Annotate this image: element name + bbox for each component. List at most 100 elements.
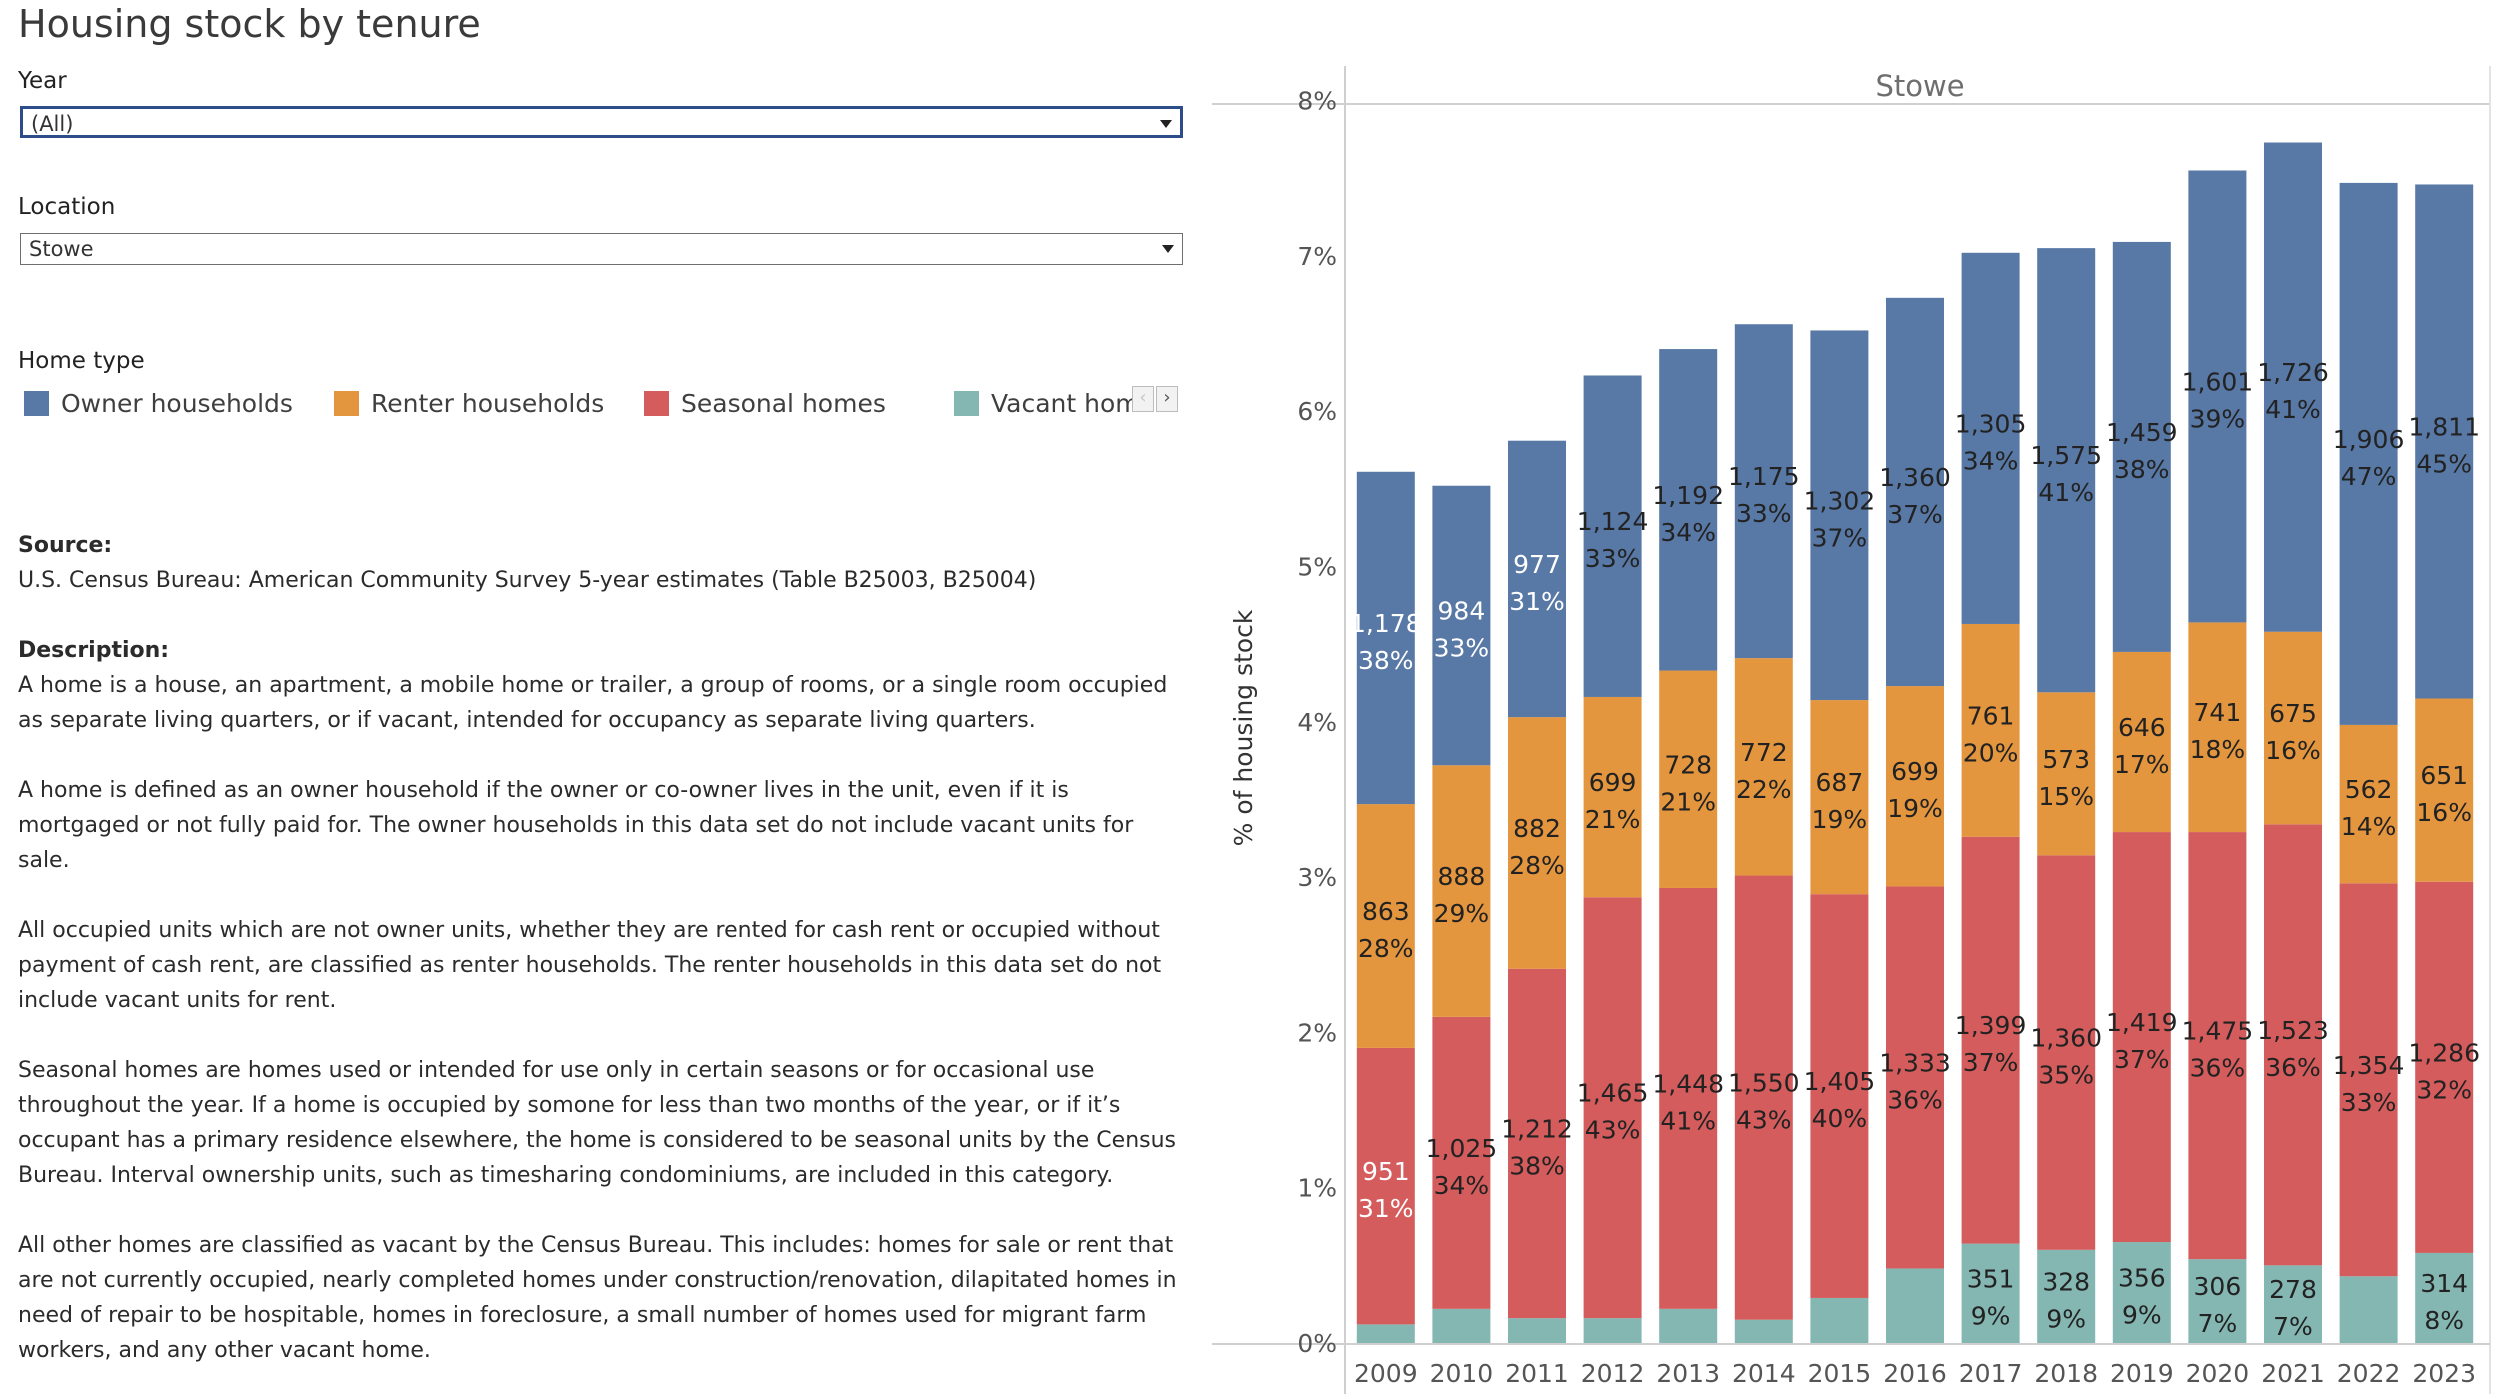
data-label-percent: 7%: [2198, 1309, 2238, 1338]
data-label-percent: 22%: [1736, 775, 1792, 804]
bar-segment: [1961, 1243, 2020, 1343]
legend-clip: Vacant homes: [950, 380, 1132, 424]
data-label-percent: 7%: [2273, 1312, 2313, 1341]
bar-segment: [2037, 855, 2096, 1250]
data-label-count: 573: [2042, 745, 2090, 774]
bar-segment: [1886, 297, 1944, 687]
year-select-value: (All): [31, 112, 74, 136]
bar-segment: [2112, 651, 2171, 833]
data-label-count: 1,448: [1652, 1069, 1724, 1098]
bar-segment: [1356, 471, 1415, 805]
data-label-percent: 34%: [1434, 1171, 1490, 1200]
legend-item-renter[interactable]: Renter households: [334, 388, 604, 418]
bar-segment: [1810, 330, 1869, 701]
x-tick-label: 2022: [2337, 1359, 2401, 1388]
data-label-percent: 38%: [2114, 455, 2170, 484]
info-panel: Source: U.S. Census Bureau: American Com…: [18, 528, 1188, 1368]
bar-segment: [2264, 631, 2322, 825]
data-label-count: 1,575: [2030, 441, 2102, 470]
y-tick-label: 7%: [1297, 242, 1337, 271]
bar-segment: [2339, 182, 2398, 725]
data-label-percent: 8%: [2424, 1306, 2464, 1335]
data-label-percent: 33%: [1585, 544, 1641, 573]
data-label-count: 1,025: [1426, 1134, 1498, 1163]
legend-swatch-owner: [24, 390, 49, 416]
data-label-count: 1,124: [1577, 507, 1649, 536]
description-paragraph: Seasonal homes are homes used or intende…: [18, 1058, 1177, 1188]
bar-segment: [1356, 1324, 1415, 1343]
bar-segment: [2037, 692, 2096, 856]
bar-segment: [1583, 897, 1642, 1319]
data-label-count: 1,811: [2408, 412, 2480, 441]
data-label-percent: 18%: [2190, 735, 2246, 764]
data-label-count: 699: [1891, 757, 1939, 786]
legend-item-seasonal[interactable]: Seasonal homes: [644, 388, 886, 418]
x-tick-label: 2010: [1430, 1359, 1494, 1388]
data-label-percent: 38%: [1509, 1151, 1565, 1180]
bar-segment: [2339, 1276, 2398, 1343]
data-label-count: 1,360: [2030, 1024, 2102, 1053]
data-label-count: 1,405: [1804, 1067, 1876, 1096]
description-paragraph: A home is a house, an apartment, a mobil…: [18, 673, 1168, 733]
data-label-percent: 16%: [2265, 736, 2321, 765]
data-label-count: 1,523: [2257, 1016, 2329, 1045]
source-text: U.S. Census Bureau: American Community S…: [18, 568, 1037, 593]
data-label-percent: 36%: [2265, 1053, 2321, 1082]
location-select[interactable]: Stowe: [20, 233, 1183, 265]
data-label-count: 356: [2118, 1264, 2166, 1293]
data-label-count: 306: [2194, 1272, 2242, 1301]
data-label-count: 699: [1589, 768, 1637, 797]
source-heading: Source:: [18, 533, 113, 558]
data-label-percent: 41%: [2265, 395, 2321, 424]
data-label-percent: 33%: [1736, 499, 1792, 528]
bar-segment: [1659, 1308, 1718, 1343]
data-label-count: 1,354: [2333, 1051, 2405, 1080]
bar-segment: [2188, 1259, 2247, 1343]
data-label-percent: 43%: [1736, 1106, 1792, 1135]
data-label-percent: 43%: [1585, 1116, 1641, 1145]
data-label-count: 1,419: [2106, 1008, 2178, 1037]
bar-segment: [1583, 1318, 1642, 1343]
legend-item-vacant[interactable]: Vacant homes: [954, 388, 1132, 418]
bar-segment: [1734, 1319, 1793, 1343]
data-label-count: 1,601: [2182, 367, 2254, 396]
data-label-percent: 37%: [1812, 523, 1868, 552]
data-label-count: 1,333: [1879, 1048, 1951, 1077]
data-label-percent: 31%: [1358, 1194, 1414, 1223]
year-select[interactable]: (All): [20, 106, 1183, 138]
bar-segment: [1508, 440, 1566, 718]
data-label-percent: 41%: [1660, 1106, 1716, 1135]
data-label-count: 1,475: [2182, 1017, 2254, 1046]
data-label-percent: 33%: [2341, 1088, 2397, 1117]
legend-item-owner[interactable]: Owner households: [24, 388, 293, 418]
data-label-count: 1,459: [2106, 418, 2178, 447]
legend-prev-button[interactable]: ‹: [1132, 386, 1154, 412]
data-label-percent: 14%: [2341, 812, 2397, 841]
bar-segment: [1961, 836, 2020, 1244]
data-label-percent: 31%: [1509, 587, 1565, 616]
data-label-count: 1,286: [2408, 1038, 2480, 1067]
legend-swatch-seasonal: [644, 390, 669, 416]
data-label-count: 562: [2345, 775, 2393, 804]
data-label-percent: 32%: [2416, 1075, 2472, 1104]
legend-next-button[interactable]: ›: [1156, 386, 1178, 412]
bar-segment: [1810, 700, 1869, 895]
x-tick-label: 2014: [1732, 1359, 1796, 1388]
chevron-down-icon[interactable]: [1160, 120, 1172, 128]
data-label-count: 888: [1438, 862, 1486, 891]
description-heading: Description:: [18, 638, 170, 663]
bar-segment: [1886, 886, 1944, 1269]
data-label-percent: 21%: [1585, 805, 1641, 834]
bar-segment: [2188, 832, 2247, 1260]
data-label-percent: 17%: [2114, 750, 2170, 779]
description-paragraph: All other homes are classified as vacant…: [18, 1233, 1177, 1363]
chevron-down-icon[interactable]: [1162, 245, 1174, 253]
description-paragraph: All occupied units which are not owner u…: [18, 918, 1162, 1013]
data-label-count: 772: [1740, 738, 1788, 767]
data-label-count: 1,212: [1501, 1114, 1573, 1143]
bar-segment: [1356, 804, 1415, 1048]
page-title: Housing stock by tenure: [18, 2, 481, 46]
x-tick-label: 2015: [1808, 1359, 1872, 1388]
data-label-count: 351: [1967, 1264, 2015, 1293]
